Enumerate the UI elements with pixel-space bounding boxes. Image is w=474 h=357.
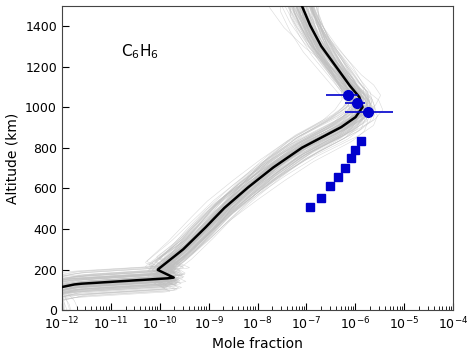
X-axis label: Mole fraction: Mole fraction	[212, 337, 303, 351]
Text: C$_6$H$_6$: C$_6$H$_6$	[120, 42, 158, 61]
Y-axis label: Altitude (km): Altitude (km)	[6, 112, 19, 203]
